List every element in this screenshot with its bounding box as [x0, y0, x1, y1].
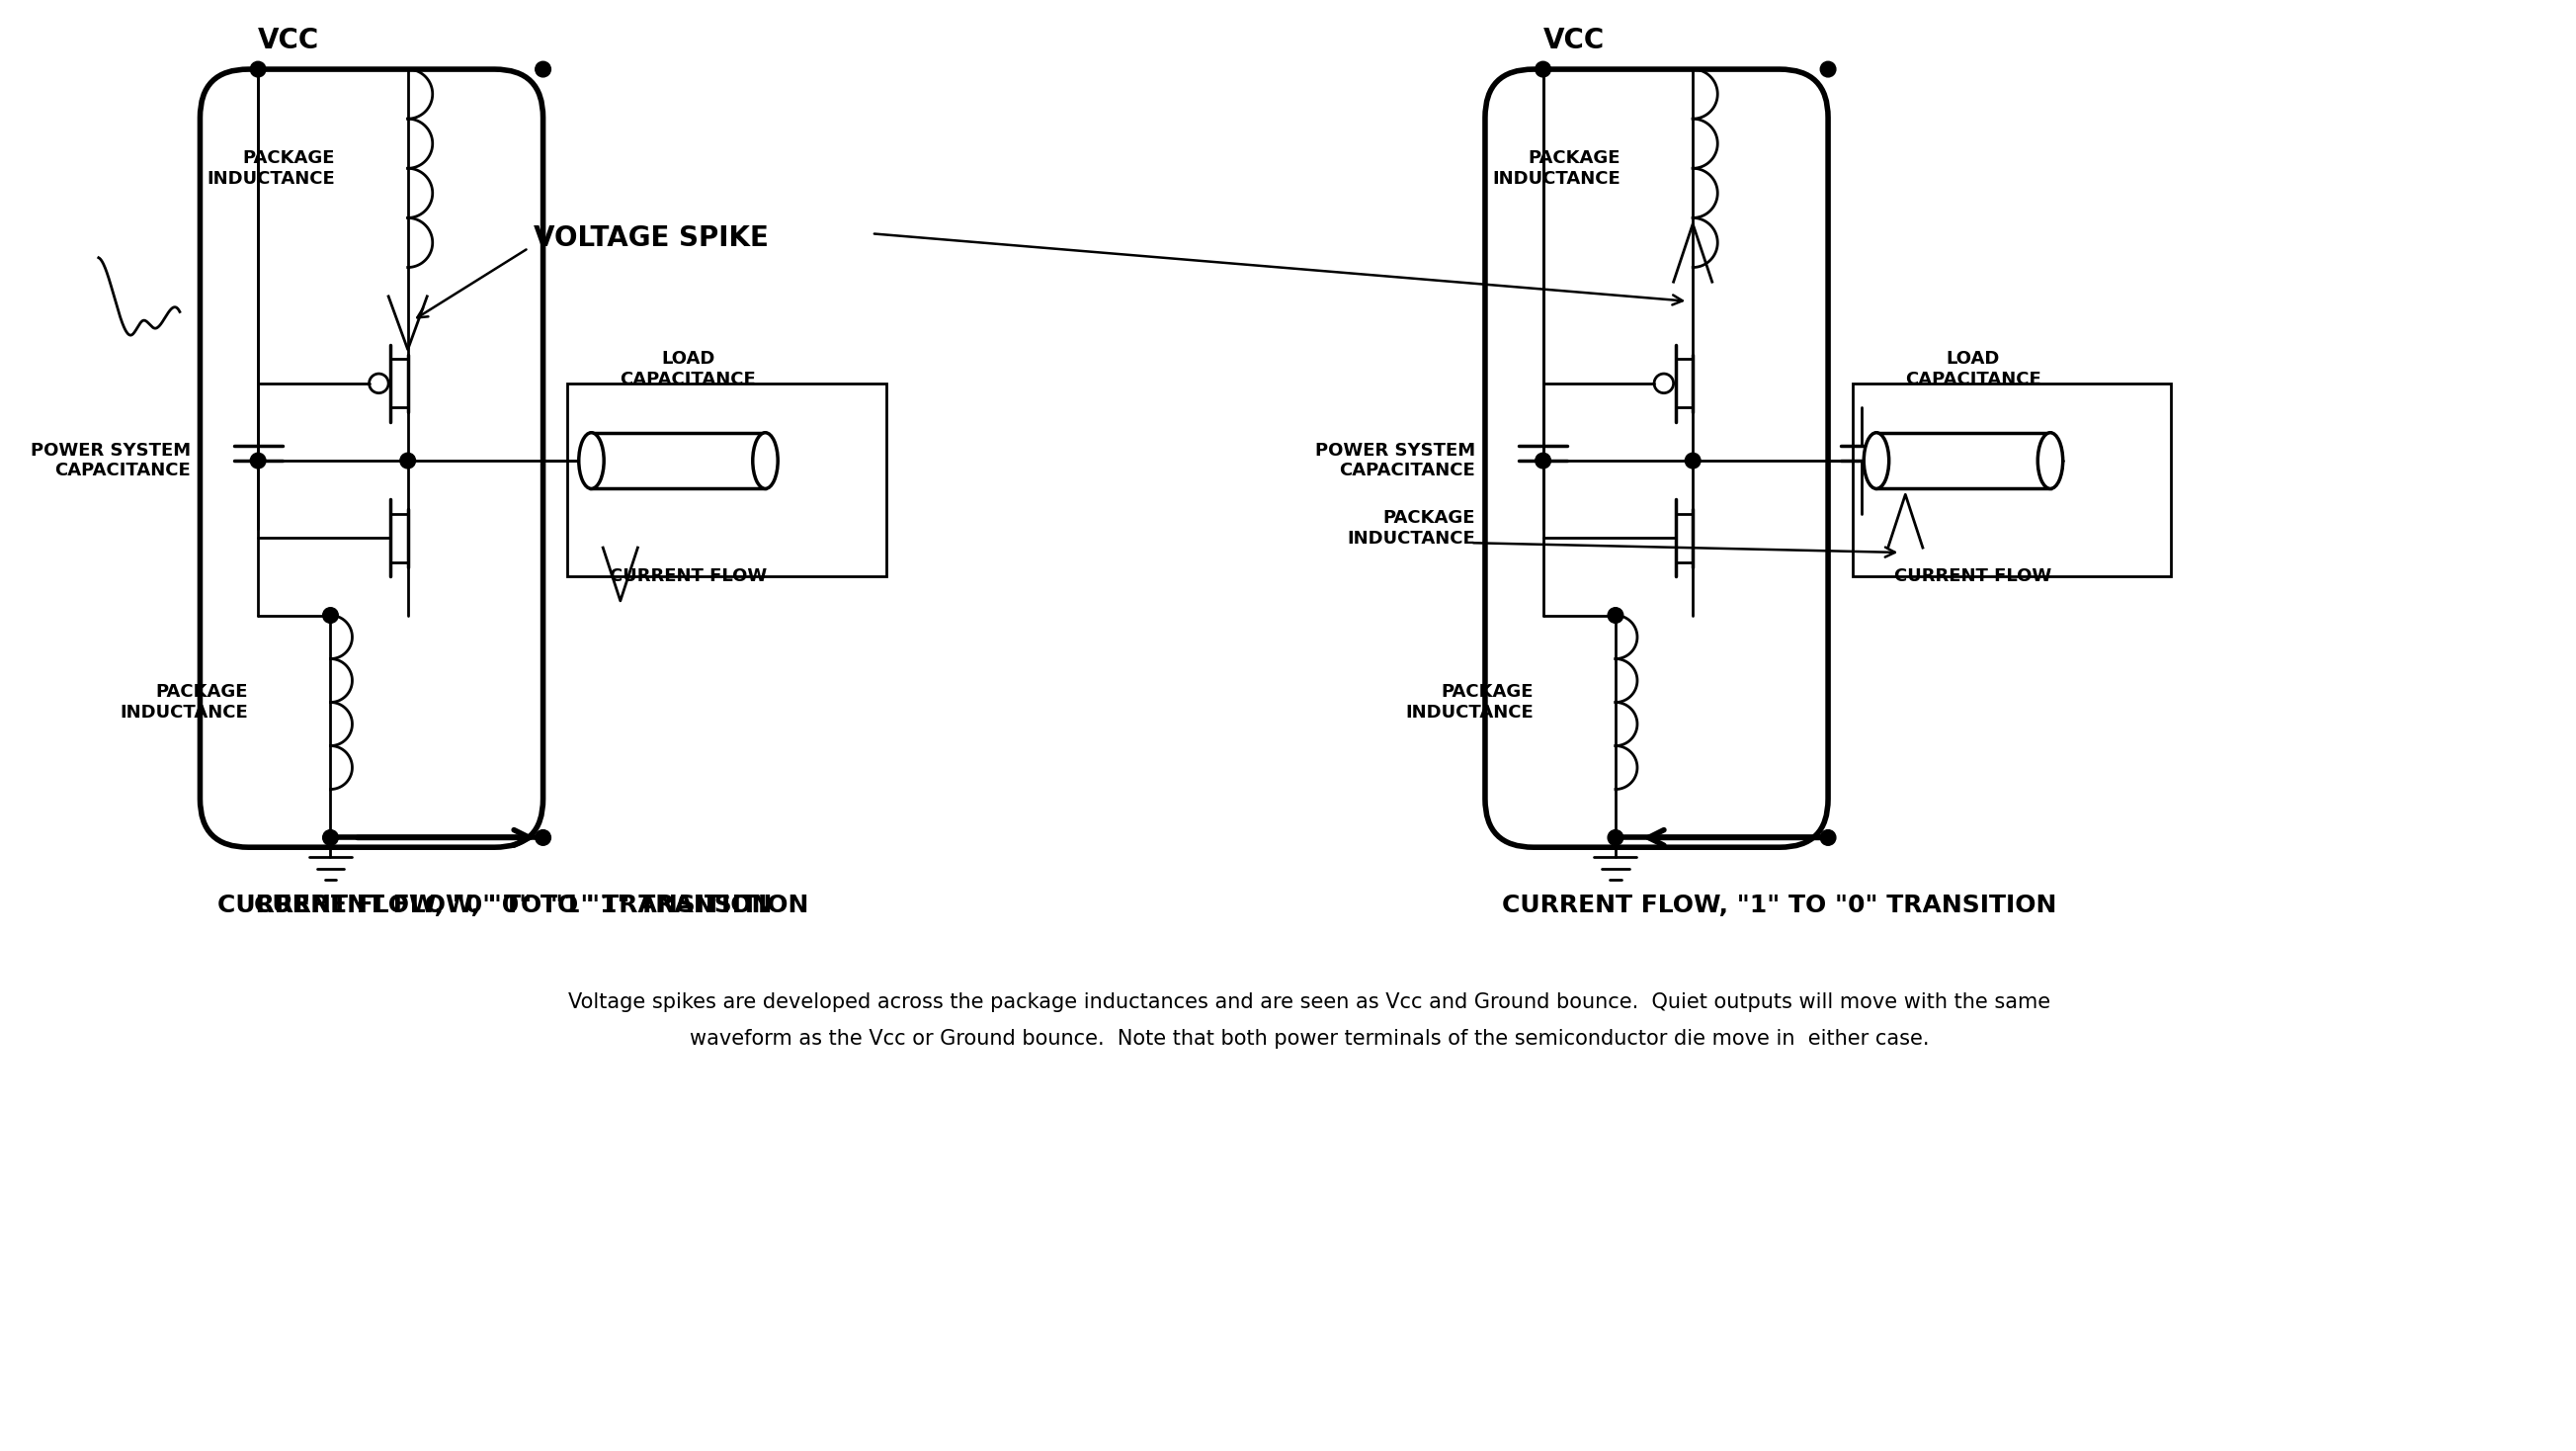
- Ellipse shape: [2038, 432, 2063, 489]
- Text: PACKAGE
INDUCTANCE: PACKAGE INDUCTANCE: [121, 683, 247, 721]
- Circle shape: [322, 830, 337, 846]
- Circle shape: [322, 608, 337, 622]
- Text: LOAD
CAPACITANCE: LOAD CAPACITANCE: [1904, 350, 2040, 389]
- Text: PACKAGE
INDUCTANCE: PACKAGE INDUCTANCE: [1404, 683, 1533, 721]
- Text: CURRENT FLOW, "1" TO "0" TRANSITION: CURRENT FLOW, "1" TO "0" TRANSITION: [1502, 894, 2058, 917]
- Text: waveform as the Vcc or Ground bounce.  Note that both power terminals of the sem: waveform as the Vcc or Ground bounce. No…: [690, 1029, 1929, 1049]
- Text: PACKAGE
INDUCTANCE: PACKAGE INDUCTANCE: [1492, 149, 1620, 187]
- Text: VOLTAGE SPIKE: VOLTAGE SPIKE: [533, 225, 768, 252]
- Circle shape: [250, 453, 265, 469]
- Circle shape: [1821, 61, 1837, 77]
- Text: POWER SYSTEM
CAPACITANCE: POWER SYSTEM CAPACITANCE: [31, 441, 191, 480]
- Ellipse shape: [752, 432, 778, 489]
- Text: CURRENT FLOW: CURRENT FLOW: [1893, 567, 2050, 586]
- Circle shape: [1821, 830, 1837, 846]
- Circle shape: [399, 453, 415, 469]
- Ellipse shape: [580, 432, 603, 489]
- Circle shape: [1607, 830, 1623, 846]
- Text: VCC: VCC: [258, 28, 319, 55]
- Circle shape: [536, 830, 551, 846]
- Text: Voltage spikes are developed across the package inductances and are seen as Vcc : Voltage spikes are developed across the …: [569, 992, 2050, 1011]
- Circle shape: [1685, 453, 1700, 469]
- Circle shape: [1535, 453, 1551, 469]
- Text: CURRENT FLOW: CURRENT FLOW: [611, 567, 768, 586]
- Bar: [592, 432, 765, 489]
- Ellipse shape: [1865, 432, 1888, 489]
- Text: LOAD
CAPACITANCE: LOAD CAPACITANCE: [621, 350, 755, 389]
- Text: VCC: VCC: [1543, 28, 1605, 55]
- Text: POWER SYSTEM
CAPACITANCE: POWER SYSTEM CAPACITANCE: [1316, 441, 1476, 480]
- Circle shape: [1607, 608, 1623, 622]
- Text: PACKAGE
INDUCTANCE: PACKAGE INDUCTANCE: [206, 149, 335, 187]
- Circle shape: [536, 61, 551, 77]
- Text: CURRENT FLOW, "0" TO "1" TRANSITION: CURRENT FLOW, "0" TO "1" TRANSITION: [252, 894, 809, 917]
- Text: CURRENT FLOW, "0" TO "1" TRANSITION: CURRENT FLOW, "0" TO "1" TRANSITION: [216, 894, 773, 917]
- Circle shape: [250, 61, 265, 77]
- Bar: [1875, 432, 2050, 489]
- Text: PACKAGE
INDUCTANCE: PACKAGE INDUCTANCE: [1347, 509, 1476, 547]
- Circle shape: [1535, 61, 1551, 77]
